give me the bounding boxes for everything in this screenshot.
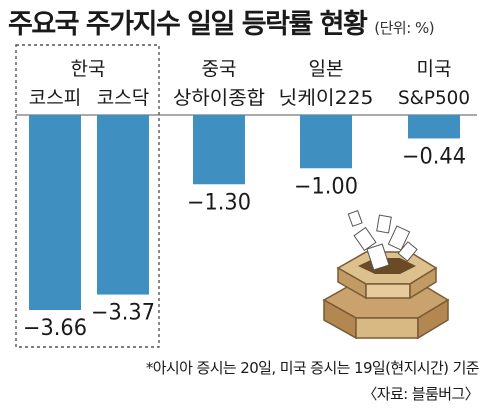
- value-label-nikkei: −1.00: [294, 174, 358, 199]
- source-label: 〈자료: 블룸버그〉: [362, 385, 479, 403]
- group-label-korea: 한국: [71, 58, 106, 80]
- box-with-papers-illustration: [322, 210, 450, 340]
- value-label-shanghai: −1.30: [187, 190, 251, 215]
- category-label-kosdaq: 코스닥: [97, 87, 149, 109]
- footnote: *아시아 증시는 20일, 미국 증시는 19일(현지시간) 기준: [145, 359, 480, 377]
- value-label-sp500: −0.44: [402, 144, 466, 169]
- bar-shanghai: [193, 115, 245, 185]
- unit-label: (단위: %): [374, 19, 435, 37]
- category-label-sp500: S&P500: [398, 87, 470, 109]
- korea-highlight-box: [15, 44, 160, 348]
- bar-kosdaq: [97, 115, 149, 295]
- category-label-shanghai: 상하이종합: [173, 87, 265, 109]
- chart-title-text: 주요국 주가지수 일일 등락률 현황: [8, 9, 368, 40]
- value-label-kospi: −3.66: [23, 316, 87, 341]
- bar-kospi: [29, 115, 81, 310]
- category-label-kospi: 코스피: [29, 87, 81, 109]
- bar-sp500: [408, 115, 460, 139]
- group-label-usa: 미국: [417, 58, 452, 80]
- chart-title: 주요국 주가지수 일일 등락률 현황 (단위: %): [8, 2, 435, 41]
- category-label-nikkei: 닛케이225: [279, 87, 374, 109]
- value-label-kosdaq: −3.37: [91, 301, 155, 326]
- group-label-japan: 일본: [309, 58, 344, 80]
- bar-nikkei: [300, 115, 352, 169]
- group-label-china: 중국: [202, 58, 237, 80]
